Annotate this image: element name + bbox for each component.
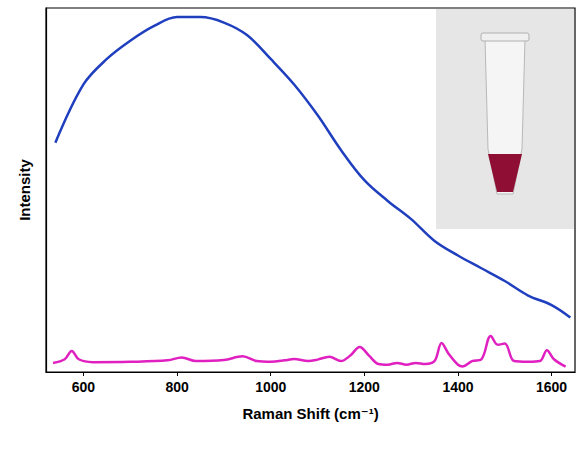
svg-text:600: 600 <box>72 379 96 395</box>
svg-text:1600: 1600 <box>536 379 567 395</box>
svg-text:1400: 1400 <box>442 379 473 395</box>
svg-text:1000: 1000 <box>255 379 286 395</box>
svg-text:Intensity: Intensity <box>16 159 33 221</box>
svg-text:800: 800 <box>165 379 189 395</box>
svg-text:1200: 1200 <box>349 379 380 395</box>
svg-text:Raman Shift (cm⁻¹): Raman Shift (cm⁻¹) <box>242 405 378 422</box>
